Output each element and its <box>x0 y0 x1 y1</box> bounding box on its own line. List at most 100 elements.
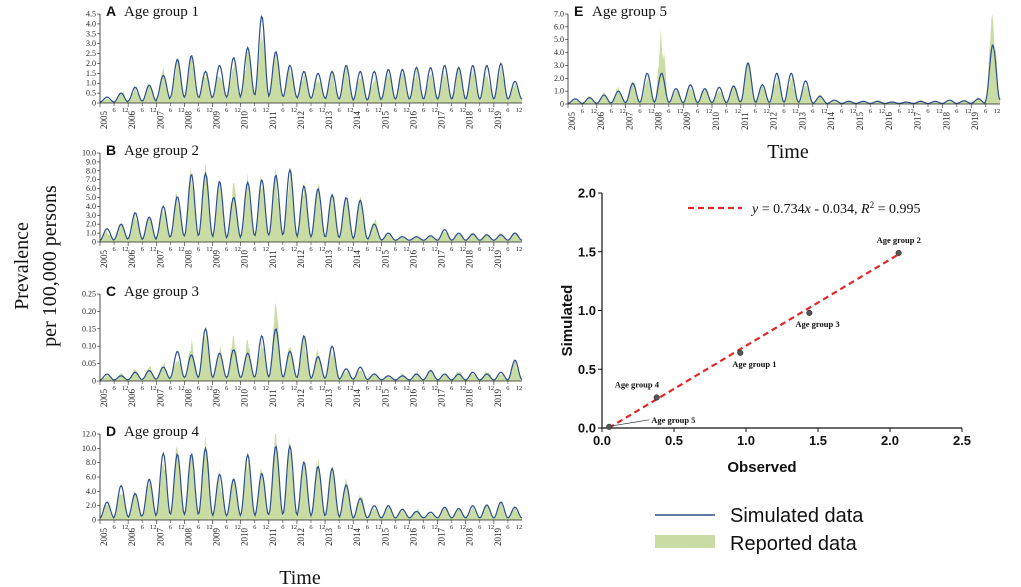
month-tick-label: 12 <box>375 385 382 392</box>
point-leader-line <box>612 419 650 427</box>
month-tick-label: 6 <box>169 385 173 392</box>
year-label: 2019 <box>493 110 503 129</box>
year-label: 2009 <box>212 250 222 269</box>
month-tick-label: 6 <box>197 246 201 253</box>
reported-area <box>100 302 522 381</box>
y-tick-label: 7.0 <box>554 10 564 19</box>
year-label: 2006 <box>127 250 137 269</box>
year-label: 2016 <box>408 528 418 547</box>
year-label: 2010 <box>240 249 250 268</box>
month-tick-label: 6 <box>926 108 930 115</box>
panel-title: Age group 4 <box>124 424 199 440</box>
month-tick-label: 12 <box>403 524 410 531</box>
y-tick-label: 3.0 <box>554 61 564 70</box>
month-tick-label: 6 <box>478 385 482 392</box>
month-tick-label: 6 <box>253 385 257 392</box>
y-tick-label: 10.0 <box>82 444 96 453</box>
reported-area <box>100 30 522 103</box>
month-tick-label: 12 <box>347 524 354 531</box>
month-tick-label: 6 <box>281 524 285 531</box>
y-tick-label: 8.0 <box>86 166 96 175</box>
month-tick-label: 6 <box>309 385 313 392</box>
month-tick-label: 12 <box>965 108 972 115</box>
year-label: 2008 <box>653 112 663 131</box>
month-tick-label: 12 <box>347 385 354 392</box>
month-tick-label: 6 <box>141 107 145 114</box>
year-label: 2016 <box>884 112 894 131</box>
month-tick-label: 6 <box>169 246 173 253</box>
scatter-x-tick-label: 2.5 <box>953 433 971 448</box>
month-tick-label: 12 <box>150 107 157 114</box>
month-tick-label: 6 <box>394 385 398 392</box>
month-tick-label: 6 <box>225 385 229 392</box>
month-tick-label: 6 <box>225 246 229 253</box>
reported-area <box>568 14 1000 104</box>
y-tick-label: 2.0 <box>86 220 96 229</box>
y-tick-label: 0.15 <box>82 324 96 333</box>
equation-part: R <box>860 202 870 217</box>
scatter-point <box>895 249 902 256</box>
y-tick-label: 1.0 <box>86 79 96 88</box>
y-tick-label: 2.0 <box>554 74 564 83</box>
month-tick-label: 12 <box>431 246 438 253</box>
year-label: 2017 <box>437 111 447 130</box>
year-label: 2011 <box>268 111 278 129</box>
year-label: 2010 <box>240 528 250 547</box>
simulated-line <box>99 327 523 381</box>
ylabel-line2: per 100,000 persons <box>39 185 61 347</box>
scatter-x-tick-label: 1.0 <box>737 433 755 448</box>
month-tick-label: 12 <box>648 108 655 115</box>
month-tick-label: 12 <box>234 524 241 531</box>
month-tick-label: 12 <box>375 524 382 531</box>
month-tick-label: 6 <box>840 108 844 115</box>
month-tick-label: 12 <box>431 107 438 114</box>
month-tick-label: 12 <box>677 108 684 115</box>
month-tick-label: 12 <box>619 108 626 115</box>
year-label: 2017 <box>437 528 447 547</box>
year-label: 2006 <box>127 389 137 408</box>
month-tick-label: 6 <box>309 107 313 114</box>
month-tick-label: 12 <box>291 524 298 531</box>
year-label: 2005 <box>99 250 109 269</box>
month-tick-label: 12 <box>234 246 241 253</box>
scatter-point-label: Age group 4 <box>615 379 660 389</box>
year-label: 2018 <box>465 528 475 547</box>
year-label: 2012 <box>296 389 306 407</box>
month-tick-label: 12 <box>459 524 466 531</box>
year-label: 2009 <box>212 389 222 408</box>
month-tick-label: 12 <box>234 107 241 114</box>
reported-area <box>100 434 522 520</box>
year-label: 2009 <box>212 528 222 547</box>
year-label: 2017 <box>437 389 447 408</box>
month-tick-label: 6 <box>869 108 873 115</box>
year-label: 2013 <box>324 111 334 130</box>
scatter-ylabel: Simulated <box>559 285 576 357</box>
month-tick-label: 6 <box>309 524 313 531</box>
scatter-y-tick-label: 1.0 <box>578 303 596 318</box>
year-label: 2010 <box>240 389 250 408</box>
month-tick-label: 6 <box>225 524 229 531</box>
month-tick-label: 6 <box>338 107 342 114</box>
month-tick-label: 6 <box>141 246 145 253</box>
month-tick-label: 12 <box>403 385 410 392</box>
month-tick-label: 6 <box>366 246 370 253</box>
panel-age-group-2: B Age group 2 01.02.03.04.05.06.07.08.09.0… <box>82 142 522 268</box>
month-tick-label: 12 <box>263 385 270 392</box>
y-tick-label: 0.05 <box>82 359 96 368</box>
year-label: 2014 <box>352 111 362 130</box>
year-label: 2018 <box>465 389 475 408</box>
fit-line <box>608 253 900 429</box>
year-label: 2008 <box>183 250 193 269</box>
equation-part: = 0.734 <box>758 202 804 217</box>
year-label: 2008 <box>183 389 193 408</box>
scatter-xlabel: Observed <box>727 459 796 476</box>
month-tick-label: 6 <box>610 108 614 115</box>
year-label: 2007 <box>155 111 165 130</box>
month-tick-label: 12 <box>150 385 157 392</box>
month-tick-label: 6 <box>197 524 201 531</box>
month-tick-label: 12 <box>488 246 495 253</box>
scatter-y-tick-label: 1.5 <box>578 244 596 259</box>
year-label: 2018 <box>941 112 951 131</box>
year-label: 2014 <box>352 250 362 269</box>
month-tick-label: 6 <box>253 107 257 114</box>
